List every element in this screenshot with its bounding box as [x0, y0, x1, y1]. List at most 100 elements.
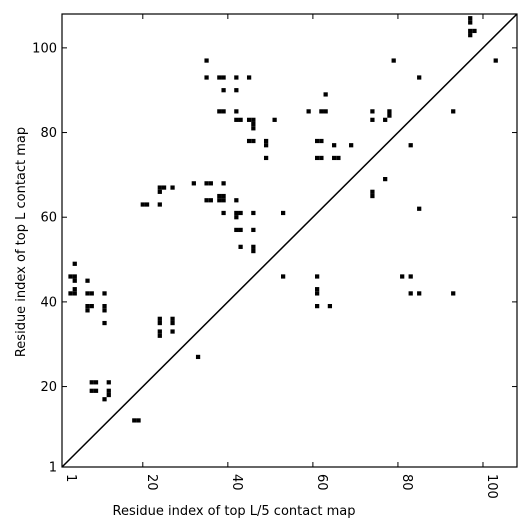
contact-point-upper — [157, 202, 162, 207]
contact-point-lower — [89, 388, 94, 393]
contact-point-lower — [157, 329, 162, 334]
contact-point-lower — [408, 274, 413, 279]
contact-point-upper — [234, 117, 239, 122]
contact-point-lower — [281, 274, 286, 279]
contact-point-upper — [246, 138, 252, 144]
plot-frame — [61, 13, 518, 468]
contact-point-lower — [315, 287, 320, 292]
contact-point-upper — [383, 117, 388, 122]
contact-point-upper — [468, 20, 473, 25]
y-tick-label: 100 — [32, 41, 57, 56]
contact-point-upper — [251, 121, 256, 127]
contact-point-upper — [157, 185, 162, 190]
contact-point-lower — [85, 278, 90, 283]
contact-point-lower — [170, 316, 175, 321]
contact-point-lower — [451, 291, 456, 296]
contact-point-upper — [204, 181, 209, 186]
contact-point-lower — [106, 388, 111, 393]
contact-point-upper — [323, 109, 328, 114]
y-tick-label: 60 — [40, 211, 57, 226]
contact-point-upper — [417, 206, 422, 211]
contact-point-upper — [161, 185, 167, 190]
contact-point-upper — [370, 193, 375, 199]
contact-point-upper — [238, 244, 243, 249]
contact-point-lower — [72, 274, 77, 279]
contact-point-upper — [191, 181, 196, 186]
contact-point-upper — [332, 143, 337, 148]
contact-point-upper — [472, 28, 477, 34]
contact-point-upper — [221, 88, 226, 93]
contact-point-upper — [221, 109, 226, 114]
contact-point-lower — [170, 329, 175, 334]
contact-point-upper — [238, 210, 243, 216]
contact-point-upper — [332, 155, 337, 161]
contact-point-lower — [417, 291, 422, 296]
contact-point-upper — [387, 109, 392, 114]
x-tick-label: 80 — [399, 474, 414, 491]
contact-point-upper — [204, 198, 209, 203]
y-tick-label: 40 — [40, 295, 57, 310]
contact-point-upper — [217, 193, 222, 199]
contact-point-upper — [204, 75, 209, 80]
contact-point-lower — [89, 304, 94, 309]
contact-point-lower — [315, 274, 320, 279]
contact-point-upper — [221, 181, 226, 186]
contact-point-upper — [468, 33, 473, 38]
contact-point-upper — [238, 117, 243, 122]
contact-point-lower — [93, 380, 99, 385]
contact-point-upper — [281, 210, 286, 216]
contact-point-lower — [72, 291, 77, 296]
contact-point-upper — [493, 58, 498, 63]
contact-point-lower — [68, 274, 73, 279]
contact-point-lower — [85, 291, 90, 296]
contact-point-upper — [468, 16, 473, 21]
contact-point-lower — [315, 304, 320, 309]
contact-point-upper — [217, 109, 222, 114]
contact-point-upper — [157, 189, 162, 194]
contact-point-lower — [72, 287, 77, 292]
contact-point-upper — [251, 117, 256, 122]
contact-point-lower — [102, 308, 107, 313]
contact-point-upper — [468, 28, 473, 34]
contact-point-lower — [93, 388, 99, 393]
x-tick-label: 20 — [144, 474, 159, 491]
contact-point-upper — [349, 143, 354, 148]
contact-point-lower — [68, 291, 73, 296]
x-tick-label: 60 — [314, 474, 329, 491]
contact-point-lower — [195, 354, 201, 360]
y-axis-label: Residue index of top L contact map — [14, 127, 29, 357]
contact-point-upper — [234, 75, 239, 80]
contact-point-lower — [102, 320, 107, 326]
contact-point-upper — [370, 189, 375, 194]
contact-point-upper — [391, 58, 396, 63]
contact-point-upper — [451, 109, 456, 114]
contact-point-upper — [217, 198, 222, 203]
contact-point-upper — [370, 109, 375, 114]
contact-point-lower — [400, 274, 405, 279]
contact-point-upper — [251, 248, 256, 254]
contact-point-upper — [234, 198, 239, 203]
x-tick-label: 1 — [63, 474, 78, 482]
contact-point-upper — [263, 155, 269, 161]
contact-point-lower — [157, 320, 162, 326]
contact-point-upper — [234, 215, 239, 220]
contact-point-lower — [85, 308, 90, 313]
contact-point-upper — [234, 210, 239, 216]
contact-point-upper — [246, 75, 252, 80]
contact-point-upper — [246, 117, 252, 122]
contact-point-lower — [102, 291, 107, 296]
contact-point-upper — [221, 193, 226, 199]
contact-point-lower — [170, 320, 175, 326]
contact-point-lower — [327, 304, 333, 309]
diagonal-line — [61, 13, 518, 468]
contact-point-lower — [89, 380, 94, 385]
contact-point-lower — [157, 316, 162, 321]
contact-point-lower — [157, 333, 162, 338]
contact-point-upper — [263, 143, 269, 148]
contact-point-lower — [102, 397, 107, 402]
contact-point-upper — [387, 113, 392, 118]
contact-point-upper — [251, 210, 256, 216]
contact-point-upper — [208, 198, 213, 203]
contact-point-upper — [417, 75, 422, 80]
